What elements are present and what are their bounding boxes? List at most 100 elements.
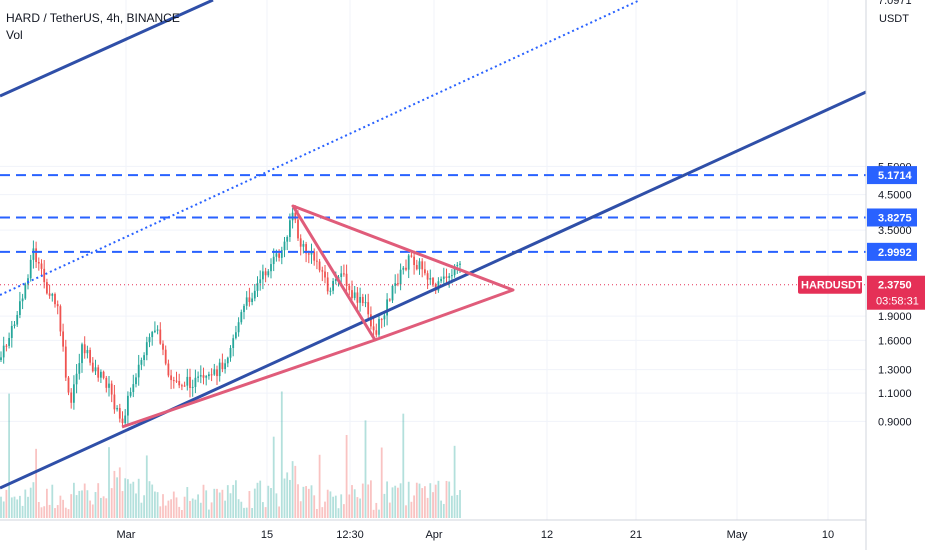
volume-bar	[397, 487, 399, 518]
volume-bar	[394, 485, 397, 518]
candle-body	[226, 357, 229, 364]
volume-bar	[110, 488, 113, 518]
volume-bar	[108, 447, 110, 518]
candle-body	[310, 251, 313, 255]
candle-body	[278, 253, 280, 258]
volume-bar	[286, 472, 289, 518]
candle-body	[437, 281, 440, 291]
candle-body	[137, 364, 140, 378]
volume-bar	[424, 486, 426, 518]
candle-body	[407, 255, 410, 270]
volume-bar	[253, 488, 256, 518]
volume-bar	[291, 461, 294, 518]
candle-body	[345, 273, 348, 286]
volume-bar	[283, 478, 286, 518]
candle-body	[213, 369, 216, 375]
candle-body	[418, 261, 421, 270]
candle-body	[245, 297, 248, 306]
candle-body	[432, 278, 434, 285]
volume-bar	[340, 494, 343, 518]
volume-bar	[189, 500, 191, 518]
candle-body	[162, 343, 164, 350]
volume-bar	[183, 496, 186, 518]
candle-body	[421, 261, 424, 270]
volume-bar	[27, 496, 29, 518]
volume-bar	[167, 500, 170, 518]
volume-bar	[224, 500, 226, 518]
candle-body	[37, 262, 40, 264]
volume-bar	[86, 490, 89, 518]
price-tick-label: 4.5000	[878, 190, 912, 202]
candle-body	[237, 322, 240, 333]
volume-bar	[391, 487, 394, 518]
volume-bar	[43, 506, 46, 518]
volume-bar	[262, 502, 264, 518]
candle-body	[251, 298, 253, 303]
time-tick-label: 15	[261, 529, 273, 541]
price-tick-label: 1.6000	[878, 335, 912, 347]
volume-bar	[310, 485, 313, 518]
volume-bar	[337, 508, 340, 518]
volume-bar	[124, 478, 127, 518]
volume-bar	[24, 489, 27, 518]
volume-bar	[299, 501, 302, 518]
volume-bar	[162, 494, 164, 518]
volume-bar	[267, 485, 270, 518]
candle-body	[178, 381, 181, 386]
volume-bar	[235, 480, 237, 518]
volume-bar	[359, 498, 361, 518]
time-tick-label: Mar	[117, 529, 136, 541]
volume-bar	[32, 482, 35, 518]
candle-body	[305, 244, 307, 254]
volume-bar	[129, 483, 132, 518]
candle-body	[459, 263, 461, 265]
candle-body	[259, 279, 262, 284]
candle-body	[183, 385, 186, 387]
price-level-tag	[867, 208, 917, 227]
volume-bar	[383, 493, 386, 518]
candle-body	[372, 326, 375, 331]
candle-body	[145, 342, 148, 356]
candle-body	[218, 362, 221, 377]
drawing-lines	[0, 0, 867, 490]
time-tick-label: 10	[822, 529, 834, 541]
volume-bar	[437, 480, 440, 518]
candle-body	[100, 371, 102, 378]
price-tags: 5.1714 3.8275 2.9992 HARDUSDT 2.3750 03:58:31	[798, 166, 925, 310]
candle-body	[140, 360, 143, 365]
volume-bar	[8, 393, 10, 518]
volume-bar	[178, 506, 181, 518]
volume-bar	[2, 501, 5, 518]
volume-bar	[221, 489, 224, 518]
volume-bar	[232, 484, 235, 518]
volume-bar	[410, 501, 413, 518]
candle-body	[378, 319, 380, 335]
candle-body	[54, 294, 56, 305]
candle-body	[370, 314, 372, 327]
candle-body	[442, 276, 445, 279]
candle-body	[43, 268, 46, 283]
candle-body	[13, 324, 16, 326]
candle-body	[8, 337, 10, 346]
candle-body	[124, 415, 127, 424]
volume-bar	[102, 496, 105, 518]
volume-bar	[313, 495, 316, 518]
candle-body	[356, 292, 359, 303]
legend-symbol: HARD / TetherUS, 4h, BINANCE	[6, 11, 180, 25]
volume-bar	[5, 489, 8, 518]
volume-bar	[367, 484, 370, 518]
candle-body	[19, 301, 21, 315]
candle-body	[297, 219, 299, 239]
time-tick-label: May	[727, 529, 748, 541]
volume-bar	[240, 501, 243, 518]
volume-bar	[194, 499, 197, 518]
candle-body	[132, 384, 135, 393]
candle-body	[445, 276, 448, 278]
volume-bar	[259, 480, 262, 518]
volume-bar	[334, 495, 337, 518]
candle-body	[294, 212, 297, 220]
volume-bar	[275, 493, 278, 518]
volume-bar	[326, 489, 329, 518]
volume-bar	[324, 501, 326, 518]
